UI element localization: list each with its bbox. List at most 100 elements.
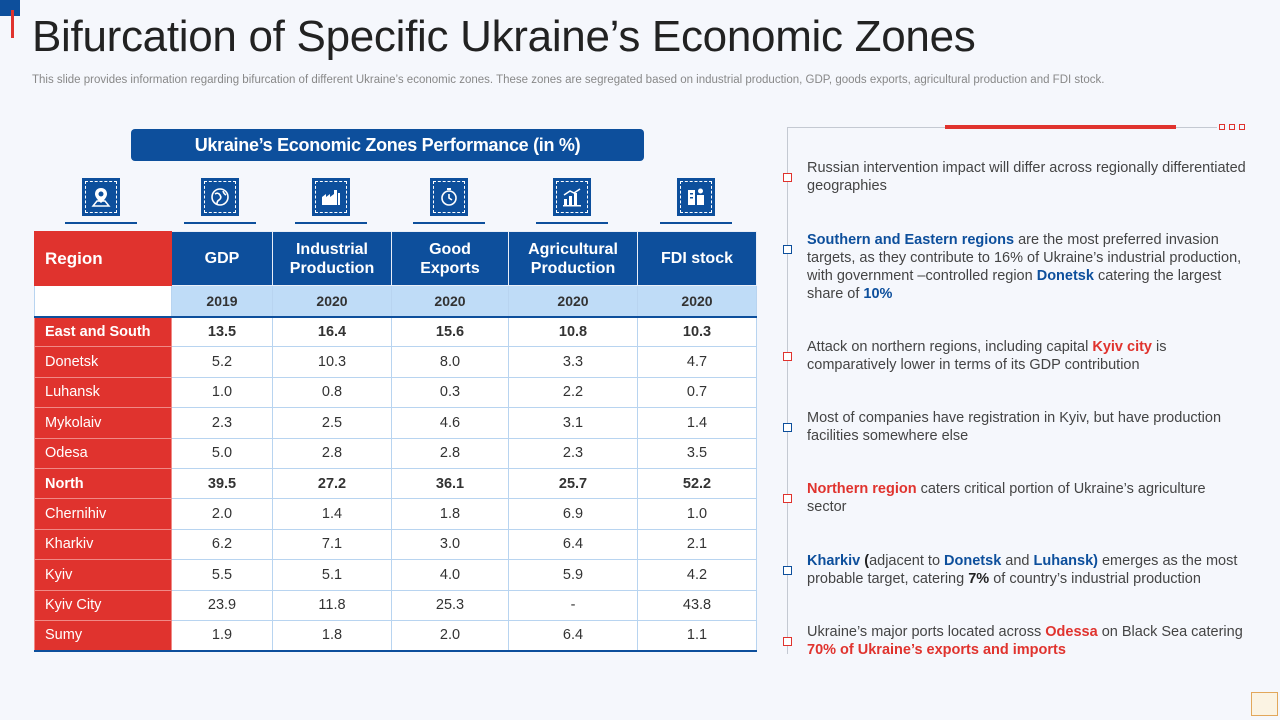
value-cell: 2.8 bbox=[272, 437, 392, 469]
table-banner: Ukraine’s Economic Zones Performance (in… bbox=[131, 129, 644, 161]
corner-decoration bbox=[1251, 692, 1278, 716]
bullet-text-segment: and bbox=[1001, 553, 1034, 569]
insight-bullet: Russian intervention impact will differ … bbox=[807, 159, 1247, 195]
value-cell: 6.4 bbox=[508, 528, 638, 561]
value-cell: 15.6 bbox=[391, 315, 509, 348]
region-cell: East and South bbox=[34, 315, 172, 348]
value-cell: 5.0 bbox=[171, 437, 273, 469]
bullet-text-segment: caters critical portion of Ukraine’s agr… bbox=[807, 481, 1206, 515]
bullet-text-segment: 7% bbox=[968, 571, 990, 587]
value-cell: 11.8 bbox=[272, 589, 392, 621]
value-cell: 5.2 bbox=[171, 346, 273, 378]
icon-underline bbox=[413, 222, 485, 224]
bullet-text-segment: adjacent to bbox=[869, 553, 945, 569]
icon-underline bbox=[660, 222, 732, 224]
value-cell: 4.6 bbox=[391, 407, 509, 439]
bullet-text-segment: Donetsk bbox=[944, 553, 1002, 569]
insight-bullet: Kharkiv (adjacent to Donetsk and Luhansk… bbox=[807, 552, 1247, 588]
value-cell: 2.0 bbox=[171, 498, 273, 530]
value-cell: 6.2 bbox=[171, 528, 273, 561]
table-row: Luhansk 1.0 0.8 0.3 2.2 0.7 bbox=[34, 376, 757, 409]
value-cell: 1.8 bbox=[272, 619, 392, 652]
value-cell: 2.5 bbox=[272, 407, 392, 439]
value-cell: 7.1 bbox=[272, 528, 392, 561]
value-cell: 13.5 bbox=[171, 315, 273, 348]
bullet-text-segment: are the most preferred invasion targets,… bbox=[807, 232, 1242, 284]
icon-slot-gdp-region bbox=[65, 178, 137, 224]
table-year-row: 2019 2020 2020 2020 2020 bbox=[34, 285, 757, 318]
icon-slot-industrial bbox=[295, 178, 367, 224]
table-row: Kyiv City 23.9 11.8 25.3-43.8 bbox=[34, 589, 757, 621]
value-cell: 3.5 bbox=[637, 437, 757, 469]
insight-bullet: Most of companies have registration in K… bbox=[807, 409, 1247, 445]
icon-underline bbox=[184, 222, 256, 224]
table-header-row: Region GDP Industrial Production Good Ex… bbox=[34, 231, 757, 286]
value-cell: 10.3 bbox=[637, 315, 757, 348]
value-cell: 2.0 bbox=[391, 619, 509, 652]
value-cell: 1.1 bbox=[637, 619, 757, 652]
year-cell: 2020 bbox=[272, 285, 392, 318]
bullet-text-segment: emerges as the most probable target, cat… bbox=[807, 553, 1238, 587]
bullet-text-segment: Kharkiv bbox=[807, 553, 861, 569]
year-cell: 2020 bbox=[508, 285, 638, 318]
value-cell: 2.3 bbox=[508, 437, 638, 469]
value-cell: 3.0 bbox=[391, 528, 509, 561]
region-cell: Kyiv City bbox=[34, 589, 172, 621]
table-row: Kharkiv 6.2 7.1 3.0 6.4 2.1 bbox=[34, 528, 757, 561]
bullet-text-segment: Russian intervention impact will differ … bbox=[807, 160, 1246, 194]
insight-bullet: Ukraine’s major ports located across Ode… bbox=[807, 623, 1247, 659]
header-gdp: GDP bbox=[171, 231, 273, 286]
value-cell: 3.3 bbox=[508, 346, 638, 378]
factory-icon bbox=[312, 178, 350, 216]
region-cell: Sumy bbox=[34, 619, 172, 652]
value-cell: 5.9 bbox=[508, 559, 638, 591]
value-cell: 1.8 bbox=[391, 498, 509, 530]
header-fdi-stock: FDI stock bbox=[637, 231, 757, 286]
panel-accent-bar bbox=[945, 125, 1176, 129]
table-row: Odesa 5.0 2.8 2.8 2.3 3.5 bbox=[34, 437, 757, 469]
farm-chart-icon bbox=[553, 178, 591, 216]
table-row: Sumy 1.9 1.8 2.0 6.4 1.1 bbox=[34, 619, 757, 652]
value-cell: 1.4 bbox=[272, 498, 392, 530]
value-cell: 2.8 bbox=[391, 437, 509, 469]
value-cell: 27.2 bbox=[272, 467, 392, 500]
header-agricultural-production: Agricultural Production bbox=[508, 231, 638, 286]
region-cell: Kharkiv bbox=[34, 528, 172, 561]
bullet-text-segment: is comparatively lower in terms of its G… bbox=[807, 339, 1167, 373]
value-cell: 1.0 bbox=[637, 498, 757, 530]
map-pin-icon bbox=[82, 178, 120, 216]
value-cell: 0.3 bbox=[391, 376, 509, 409]
bullet-marker bbox=[783, 566, 792, 575]
bullet-text-segment: Donetsk bbox=[1036, 268, 1094, 284]
value-cell: 4.2 bbox=[637, 559, 757, 591]
bullet-text-segment: Northern region bbox=[807, 481, 917, 497]
value-cell: 43.8 bbox=[637, 589, 757, 621]
page-subtitle: This slide provides information regardin… bbox=[32, 74, 1105, 86]
bullet-text-segment: Odessa bbox=[1045, 624, 1098, 640]
insight-bullet: Northern region caters critical portion … bbox=[807, 480, 1247, 516]
corner-accent-red bbox=[11, 10, 14, 38]
table-row: Donetsk 5.2 10.3 8.0 3.3 4.7 bbox=[34, 346, 757, 378]
bullet-text-segment: catering the largest share of bbox=[807, 268, 1222, 302]
value-cell: 1.0 bbox=[171, 376, 273, 409]
icon-underline bbox=[65, 222, 137, 224]
bullet-marker bbox=[783, 423, 792, 432]
value-cell: 8.0 bbox=[391, 346, 509, 378]
value-cell: 10.8 bbox=[508, 315, 638, 348]
insight-bullet: Attack on northern regions, including ca… bbox=[807, 338, 1247, 374]
value-cell: 2.1 bbox=[637, 528, 757, 561]
year-blank-cell bbox=[34, 285, 172, 318]
value-cell: 52.2 bbox=[637, 467, 757, 500]
globe-icon bbox=[201, 178, 239, 216]
value-cell: 25.3 bbox=[391, 589, 509, 621]
value-cell: 4.0 bbox=[391, 559, 509, 591]
panel-accent-dots bbox=[1219, 124, 1245, 130]
region-cell: Chernihiv bbox=[34, 498, 172, 530]
header-good-exports: Good Exports bbox=[391, 231, 509, 286]
header-region: Region bbox=[34, 231, 172, 286]
bullet-text-segment: ( bbox=[860, 553, 870, 569]
bullet-text-segment: Kyiv city bbox=[1092, 339, 1152, 355]
region-cell: Donetsk bbox=[34, 346, 172, 378]
value-cell: 25.7 bbox=[508, 467, 638, 500]
value-cell: 39.5 bbox=[171, 467, 273, 500]
